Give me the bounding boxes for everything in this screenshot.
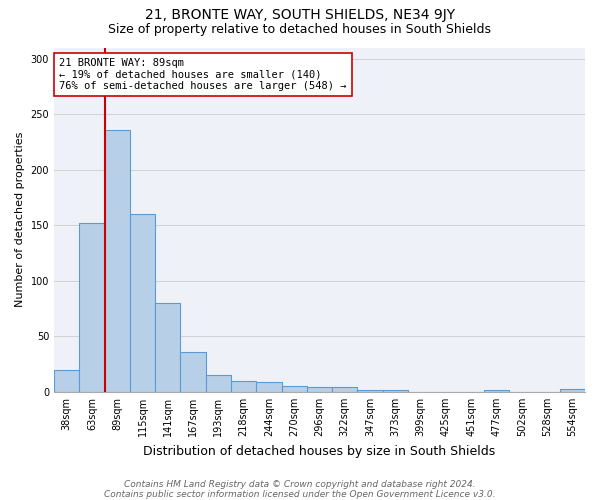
Bar xyxy=(332,388,358,392)
Bar xyxy=(281,386,307,392)
Bar xyxy=(484,390,509,392)
Text: 21 BRONTE WAY: 89sqm
← 19% of detached houses are smaller (140)
76% of semi-deta: 21 BRONTE WAY: 89sqm ← 19% of detached h… xyxy=(59,58,347,91)
Text: Contains HM Land Registry data © Crown copyright and database right 2024.: Contains HM Land Registry data © Crown c… xyxy=(124,480,476,489)
Bar xyxy=(54,370,79,392)
Bar xyxy=(155,303,181,392)
Bar xyxy=(181,352,206,392)
Text: 21, BRONTE WAY, SOUTH SHIELDS, NE34 9JY: 21, BRONTE WAY, SOUTH SHIELDS, NE34 9JY xyxy=(145,8,455,22)
Text: Contains public sector information licensed under the Open Government Licence v3: Contains public sector information licen… xyxy=(104,490,496,499)
X-axis label: Distribution of detached houses by size in South Shields: Distribution of detached houses by size … xyxy=(143,444,496,458)
Bar xyxy=(206,376,231,392)
Bar xyxy=(307,388,332,392)
Bar xyxy=(383,390,408,392)
Bar xyxy=(104,130,130,392)
Bar xyxy=(358,390,383,392)
Y-axis label: Number of detached properties: Number of detached properties xyxy=(15,132,25,308)
Text: Size of property relative to detached houses in South Shields: Size of property relative to detached ho… xyxy=(109,22,491,36)
Bar xyxy=(130,214,155,392)
Bar xyxy=(231,381,256,392)
Bar xyxy=(79,223,104,392)
Bar xyxy=(256,382,281,392)
Bar xyxy=(560,388,585,392)
